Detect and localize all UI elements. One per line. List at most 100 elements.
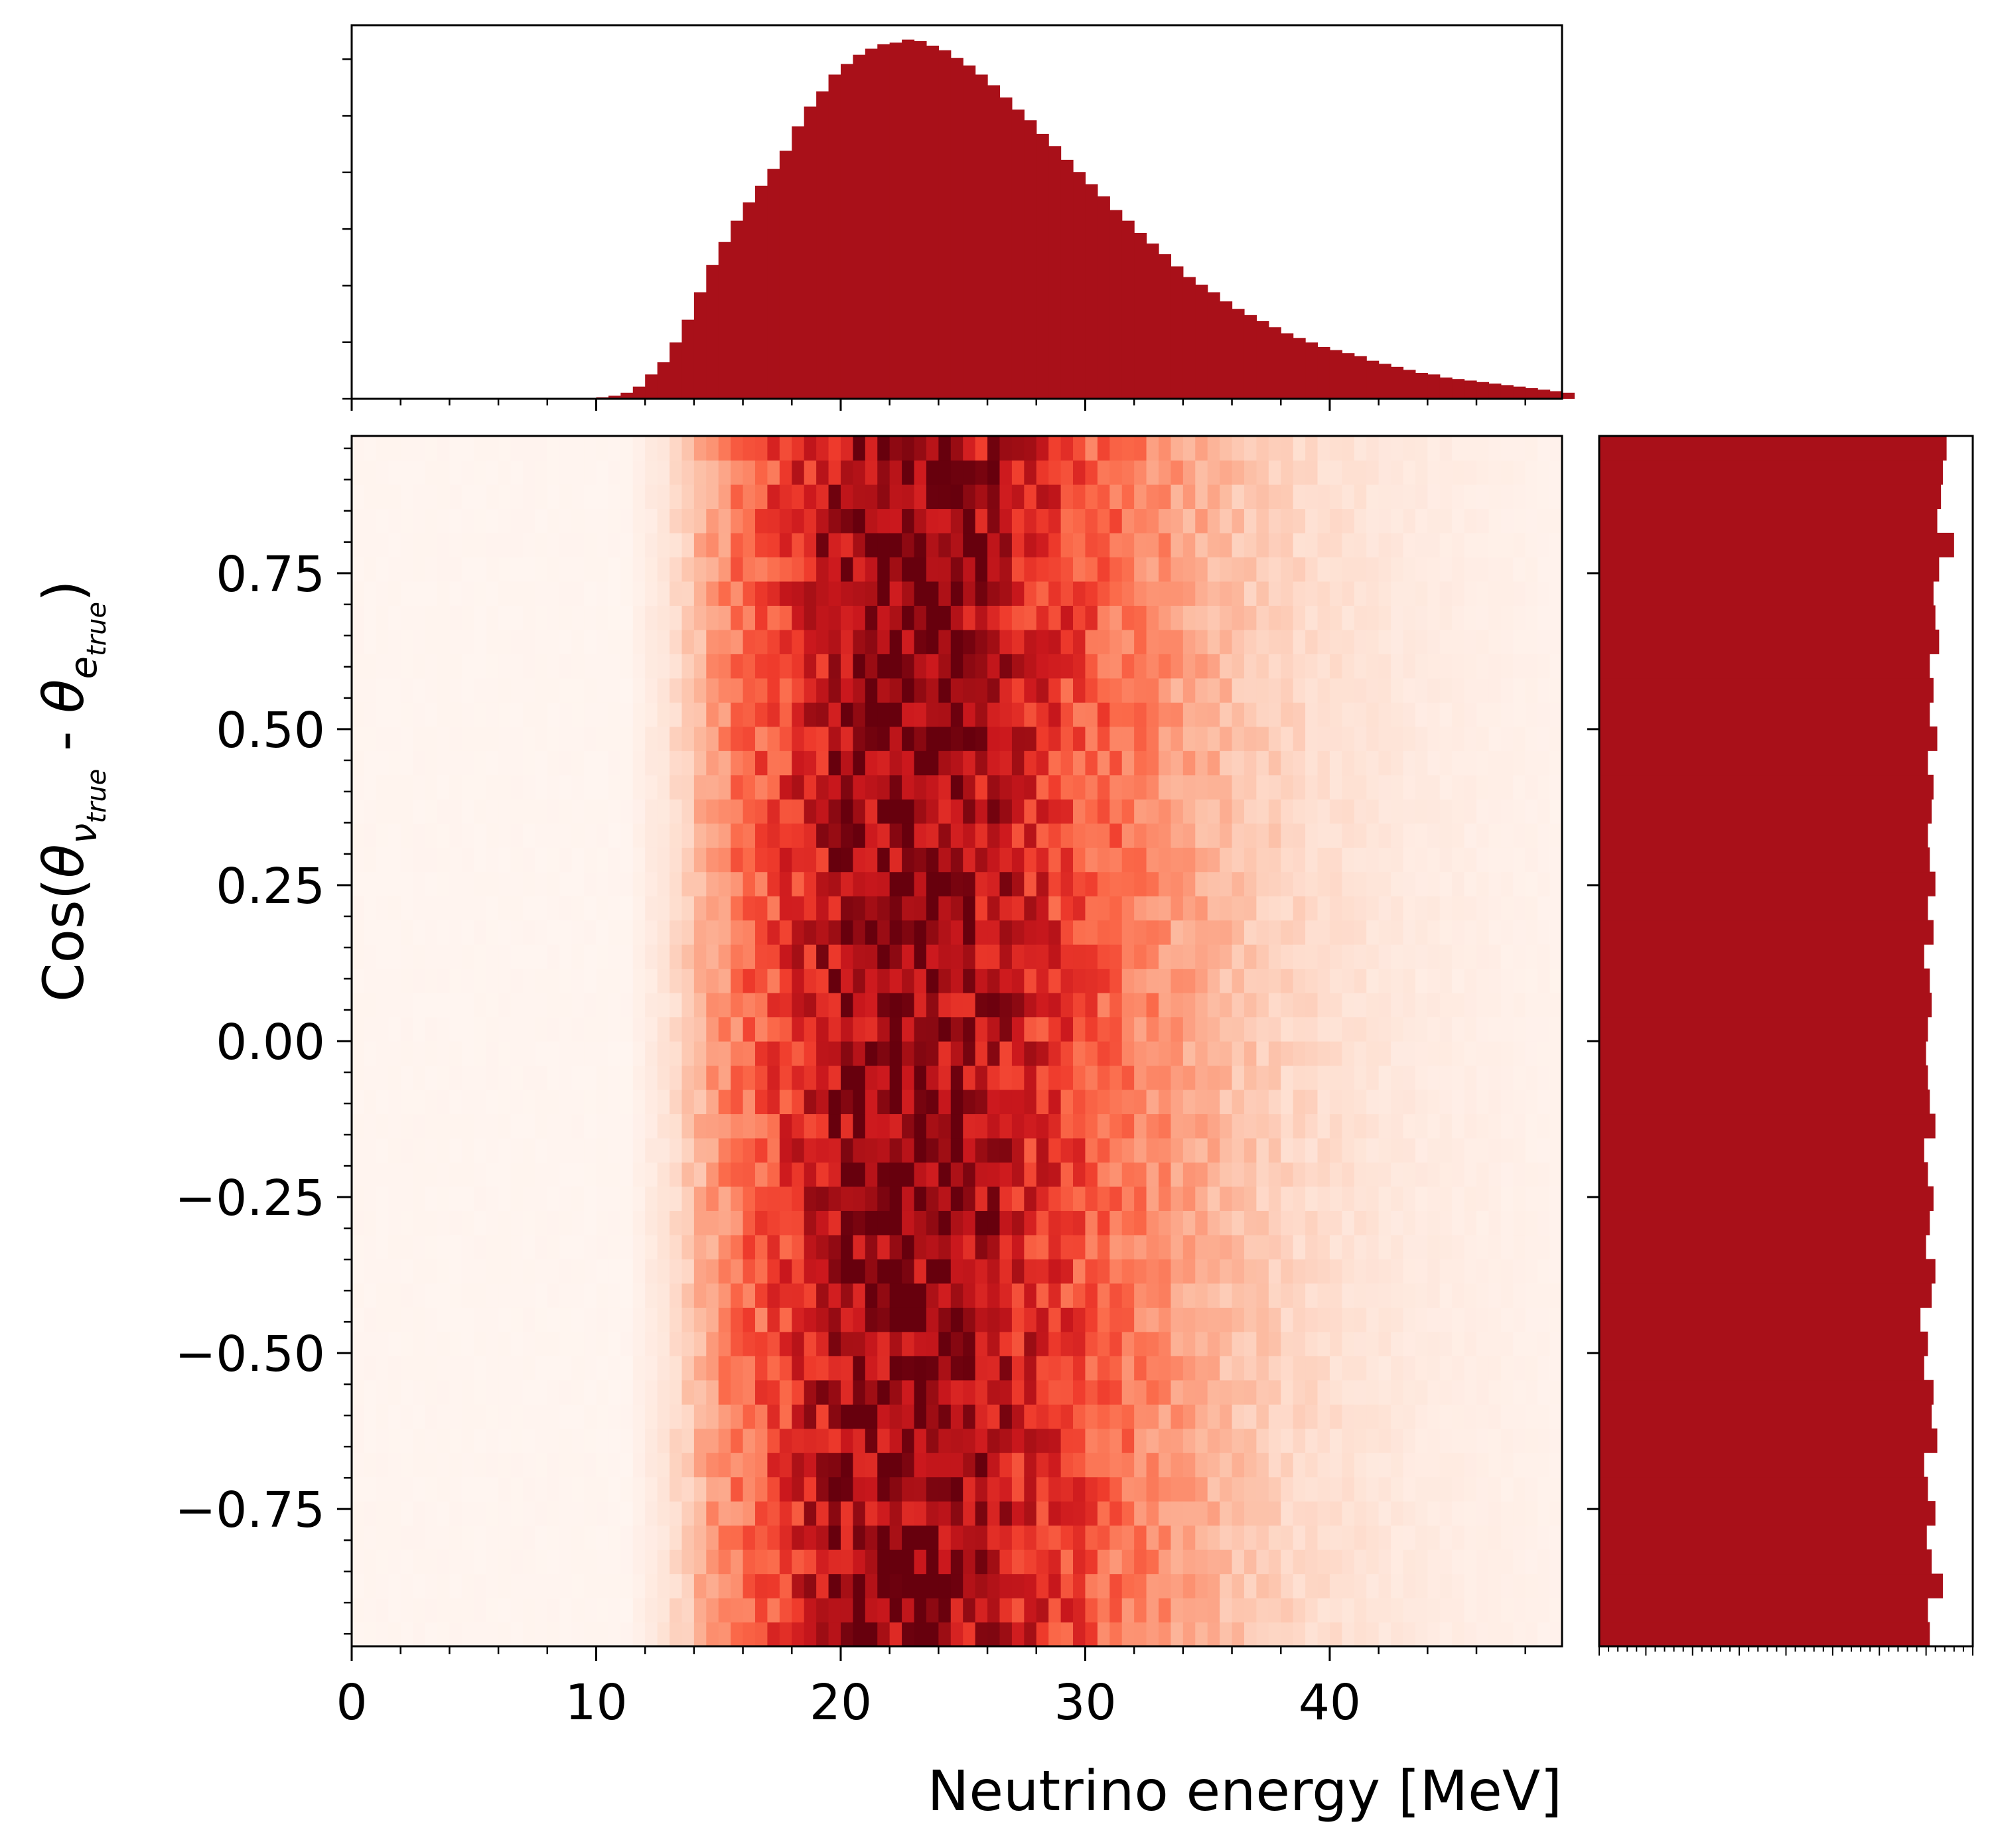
heatmap-cell [486, 1404, 499, 1429]
heatmap-cell [1464, 1186, 1477, 1211]
heatmap-cell [1036, 1356, 1049, 1380]
heatmap-cell [743, 920, 756, 945]
heatmap-cell [1464, 1477, 1477, 1502]
heatmap-cell [425, 1477, 438, 1502]
heatmap-cell [352, 1501, 364, 1526]
heatmap-cell [1318, 847, 1330, 872]
heatmap-cell [1488, 1429, 1501, 1453]
heatmap-cell [474, 1526, 486, 1550]
heatmap-cell [1293, 1162, 1306, 1186]
heatmap-cell [1354, 1017, 1367, 1042]
heatmap-cell [559, 702, 572, 727]
heatmap-cell [535, 508, 547, 533]
heatmap-cell [1464, 872, 1477, 896]
heatmap-cell [535, 847, 547, 872]
heatmap-cell [1208, 678, 1220, 703]
heatmap-cell [498, 1549, 511, 1574]
heatmap-cell [694, 1574, 707, 1599]
heatmap-cell [1012, 1356, 1025, 1380]
heatmap-cell [559, 581, 572, 606]
heatmap-cell [1526, 799, 1538, 823]
heatmap-cell [364, 775, 376, 800]
heatmap-cell [890, 1404, 902, 1429]
heatmap-cell [987, 1380, 1000, 1405]
heatmap-cell [963, 1307, 975, 1332]
heatmap-cell [486, 750, 499, 775]
heatmap-cell [523, 557, 535, 581]
heatmap-cell [1342, 1574, 1354, 1599]
heatmap-cell [999, 944, 1012, 969]
heatmap-cell [1354, 847, 1367, 872]
heatmap-cell [1122, 1429, 1135, 1453]
heatmap-cell [376, 702, 389, 727]
heatmap-cell [731, 1017, 743, 1042]
heatmap-cell [743, 1235, 756, 1259]
heatmap-cell [486, 1090, 499, 1114]
heatmap-cell [1061, 1501, 1074, 1526]
heatmap-cell [1134, 1549, 1147, 1574]
heatmap-cell [1195, 1501, 1208, 1526]
heatmap-cell [938, 484, 951, 509]
heatmap-cell [1366, 436, 1379, 461]
heatmap-cell [951, 1404, 963, 1429]
heatmap-cell [1012, 533, 1025, 557]
heatmap-cell [877, 750, 890, 775]
heatmap-cell [731, 1307, 743, 1332]
heatmap-cell [535, 1259, 547, 1283]
heatmap-cell [511, 605, 524, 630]
heatmap-cell [1293, 1210, 1306, 1235]
heatmap-cell [1305, 533, 1318, 557]
heatmap-cell [1501, 1090, 1514, 1114]
heatmap-cell [1476, 896, 1489, 920]
heatmap-cell [1085, 1526, 1098, 1550]
heatmap-cell [572, 1259, 585, 1283]
heatmap-cell [1147, 1526, 1159, 1550]
heatmap-cell [1122, 508, 1135, 533]
heatmap-cell [706, 1574, 719, 1599]
heatmap-cell [462, 1356, 474, 1380]
heatmap-cell [1024, 920, 1036, 945]
heatmap-cell [1244, 678, 1257, 703]
heatmap-cell [1171, 1429, 1183, 1453]
heatmap-cell [596, 1210, 608, 1235]
heatmap-cell [1501, 654, 1514, 678]
heatmap-cell [474, 920, 486, 945]
heatmap-cell [425, 1090, 438, 1114]
heatmap-cell [1427, 508, 1440, 533]
heatmap-cell [1476, 1283, 1489, 1308]
heatmap-cell [523, 508, 535, 533]
heatmap-cell [559, 775, 572, 800]
heatmap-cell [1550, 1622, 1563, 1647]
heatmap-cell [633, 993, 646, 1017]
heatmap-cell [731, 1283, 743, 1308]
heatmap-cell [1537, 1017, 1550, 1042]
heatmap-cell [694, 1549, 707, 1574]
heatmap-cell [1354, 1041, 1367, 1066]
heatmap-cell [1452, 920, 1464, 945]
heatmap-cell [535, 1477, 547, 1502]
heatmap-cell [559, 1259, 572, 1283]
heatmap-cell [352, 1041, 364, 1066]
heatmap-cell [670, 727, 682, 751]
heatmap-cell [1122, 1380, 1135, 1405]
heatmap-cell [1085, 1065, 1098, 1090]
y-axis-ticks: −0.75−0.50−0.250.000.250.500.75 [175, 449, 352, 1634]
heatmap-cell [902, 678, 914, 703]
heatmap-cell [1513, 969, 1526, 993]
heatmap-cell [388, 1210, 401, 1235]
heatmap-cell [1195, 944, 1208, 969]
heatmap-cell [1098, 654, 1110, 678]
heatmap-cell [1501, 557, 1514, 581]
heatmap-cell [608, 1283, 621, 1308]
heatmap-cell [877, 1090, 890, 1114]
heatmap-cell [670, 581, 682, 606]
heatmap-cell [1415, 484, 1428, 509]
heatmap-cell [413, 920, 425, 945]
heatmap-cell [1109, 823, 1122, 848]
heatmap-cell [425, 1235, 438, 1259]
heatmap-cell [1281, 1549, 1293, 1574]
heatmap-cell [1208, 1307, 1220, 1332]
heatmap-cell [1048, 533, 1061, 557]
heatmap-cell [1537, 1429, 1550, 1453]
heatmap-cell [1048, 993, 1061, 1017]
